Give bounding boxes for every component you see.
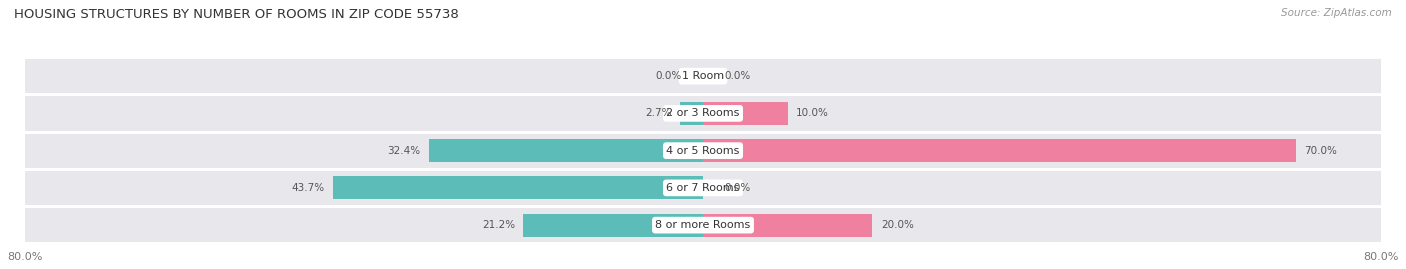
Text: 2.7%: 2.7% — [645, 108, 672, 118]
Bar — [25, 59, 703, 93]
Bar — [681, 102, 703, 125]
Text: 20.0%: 20.0% — [882, 220, 914, 230]
Bar — [25, 171, 703, 205]
Text: 8 or more Rooms: 8 or more Rooms — [655, 220, 751, 230]
Bar — [703, 59, 1381, 93]
Text: 0.0%: 0.0% — [724, 183, 751, 193]
Text: 21.2%: 21.2% — [482, 220, 515, 230]
Text: 1 Room: 1 Room — [682, 71, 724, 81]
Bar — [25, 133, 703, 168]
Bar — [25, 208, 703, 242]
Bar — [703, 96, 1381, 130]
Text: 2 or 3 Rooms: 2 or 3 Rooms — [666, 108, 740, 118]
Bar — [429, 139, 703, 162]
Text: 32.4%: 32.4% — [387, 146, 420, 156]
Text: 0.0%: 0.0% — [655, 71, 682, 81]
Text: HOUSING STRUCTURES BY NUMBER OF ROOMS IN ZIP CODE 55738: HOUSING STRUCTURES BY NUMBER OF ROOMS IN… — [14, 8, 458, 21]
Bar — [703, 171, 1381, 205]
Text: 4 or 5 Rooms: 4 or 5 Rooms — [666, 146, 740, 156]
Text: 6 or 7 Rooms: 6 or 7 Rooms — [666, 183, 740, 193]
Bar — [703, 102, 787, 125]
Bar — [25, 96, 703, 130]
Bar — [703, 208, 1381, 242]
Bar — [703, 214, 872, 237]
Text: 0.0%: 0.0% — [724, 71, 751, 81]
Text: 43.7%: 43.7% — [291, 183, 325, 193]
Text: 10.0%: 10.0% — [796, 108, 830, 118]
Bar — [703, 139, 1296, 162]
Text: Source: ZipAtlas.com: Source: ZipAtlas.com — [1281, 8, 1392, 18]
Bar — [703, 133, 1381, 168]
Bar — [333, 176, 703, 199]
Text: 70.0%: 70.0% — [1305, 146, 1337, 156]
Bar — [523, 214, 703, 237]
